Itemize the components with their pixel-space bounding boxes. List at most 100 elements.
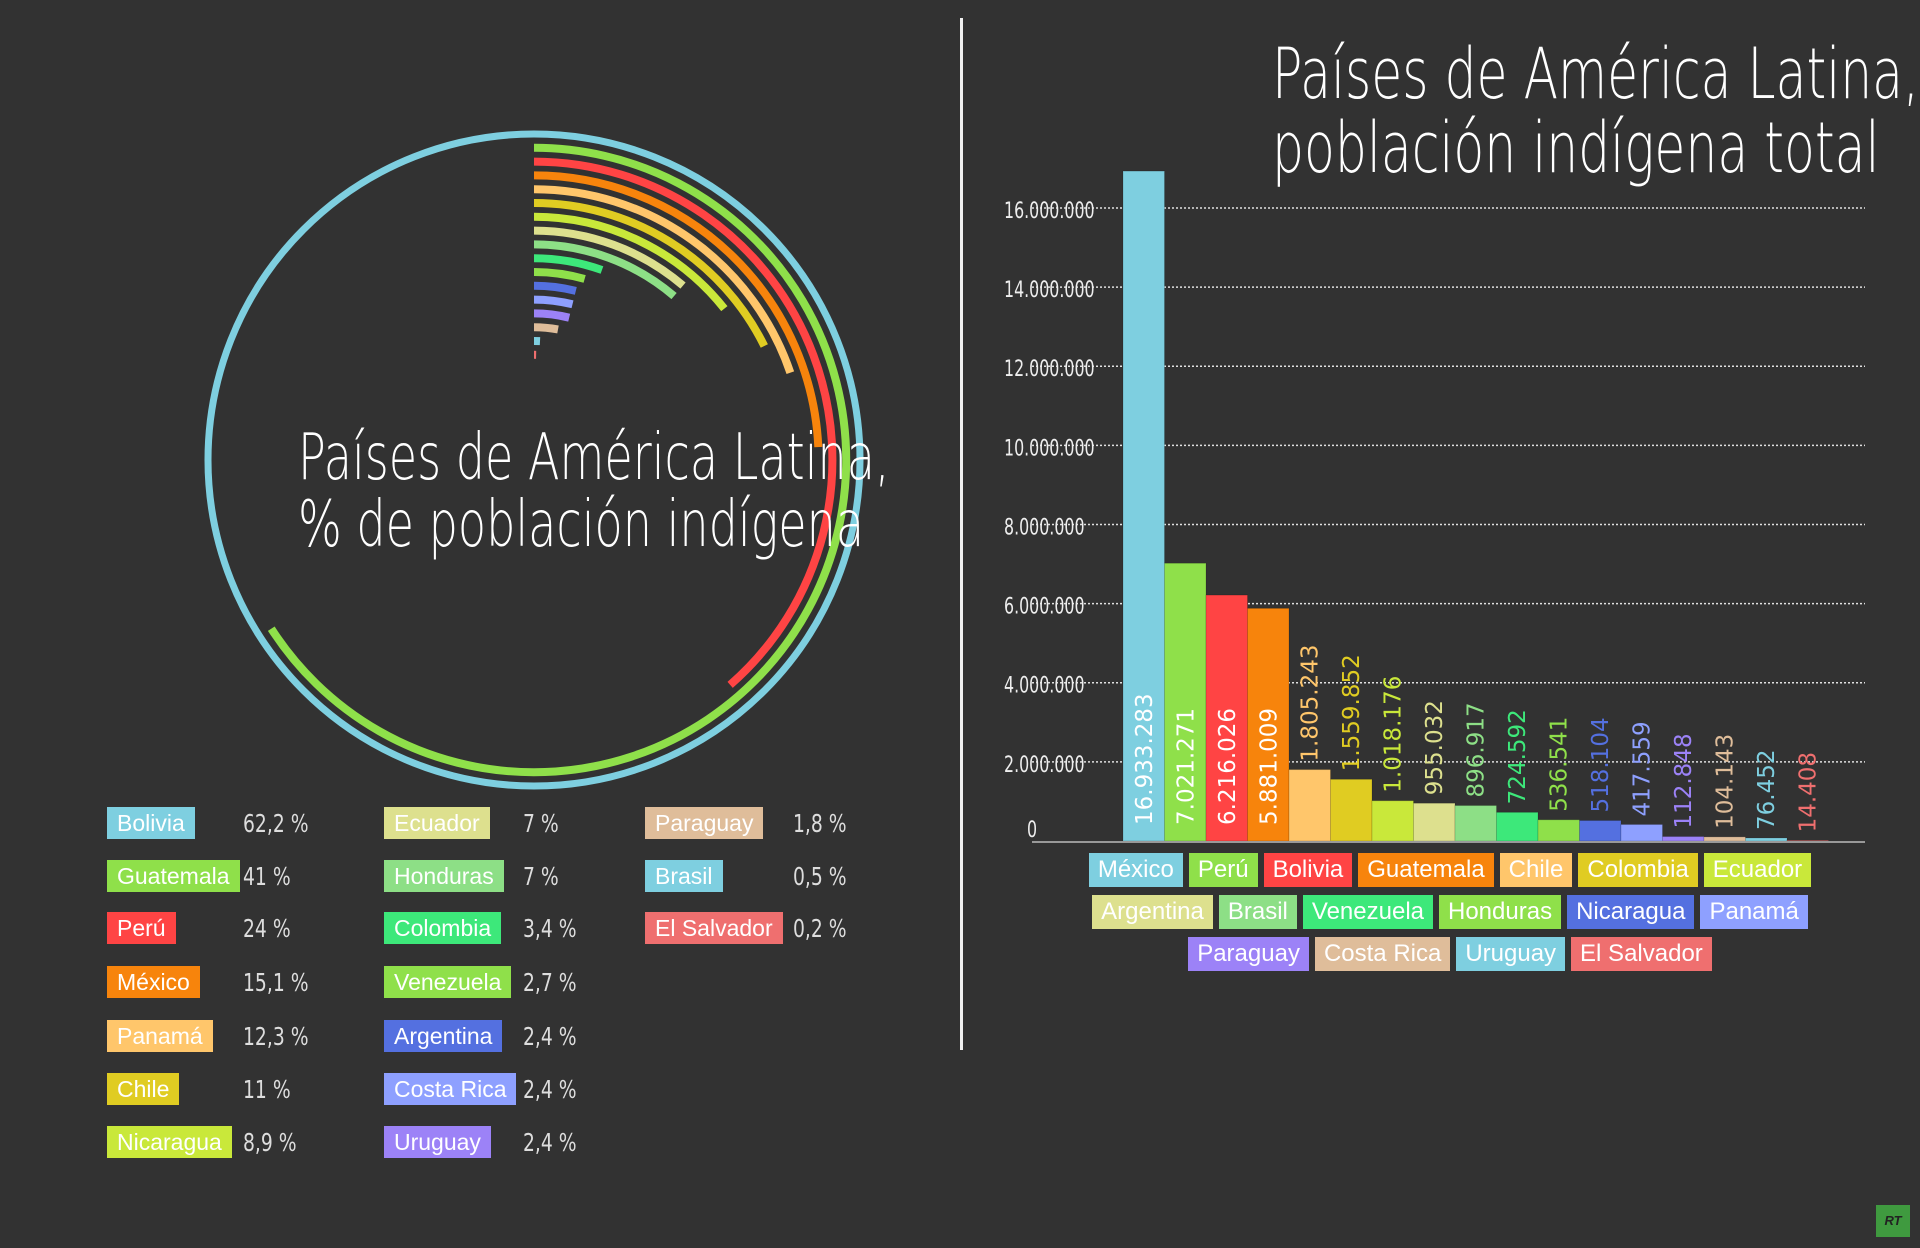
legend-value: 12,3 %: [243, 1022, 309, 1051]
legend-label: Brasil: [1218, 895, 1297, 929]
bar-15: [1745, 837, 1788, 842]
radial-arc-3: [533, 171, 823, 448]
bar-1: [1164, 562, 1207, 842]
bar-legend-row: México Perú Bolivia Guatemala Chile Colombia E…: [1080, 853, 1820, 887]
legend-label: México: [1088, 853, 1183, 887]
legend-label: Nicaragua: [1567, 895, 1695, 929]
radial-arc-14: [533, 323, 559, 334]
bar-0: [1122, 170, 1165, 842]
radial-ring-0: [204, 130, 864, 790]
legend-label: Perú: [1188, 853, 1258, 887]
legend-label: Argentina: [1092, 895, 1213, 929]
y-tick-label: 4.000.000: [1004, 672, 1085, 698]
legend-value: 7 %: [523, 809, 559, 838]
bar-legend-row: Argentina Brasil Venezuela Honduras Nicaragu…: [1080, 895, 1820, 929]
radial-legend-item: Bolivia: [107, 807, 195, 839]
bar-value-label: 7.021.271: [1173, 708, 1199, 825]
radial-legend-item: Uruguay: [384, 1126, 491, 1158]
radial-arc-12: [533, 295, 574, 309]
legend-value: 62,2 %: [243, 809, 309, 838]
bar-legend-row: Paraguay Costa Rica Uruguay El Salvador: [1080, 937, 1820, 971]
bar-11: [1579, 820, 1622, 842]
legend-label: Honduras: [1439, 895, 1562, 929]
radial-legend-item: Nicaragua: [107, 1126, 232, 1158]
legend-label: México: [107, 966, 200, 998]
radial-legend-item: Guatemala: [107, 860, 240, 892]
y-tick-label: 16.000.000: [1004, 197, 1095, 223]
radial-legend-item: Argentina: [384, 1020, 503, 1052]
radial-legend-item: Ecuador: [384, 807, 490, 839]
legend-value: 8,9 %: [243, 1128, 297, 1157]
legend-label: Colombia: [384, 912, 502, 944]
legend-label: El Salvador: [645, 912, 783, 944]
legend-value: 0,5 %: [793, 862, 847, 891]
legend-label: Ecuador: [1703, 853, 1812, 887]
radial-legend-item: Paraguay: [645, 807, 764, 839]
radial-arc-2: [533, 157, 837, 688]
bar-value-label: 5.881.009: [1256, 708, 1282, 825]
radial-arc-7: [533, 226, 686, 289]
radial-chart-title: Países de América Latina, % de población…: [298, 421, 890, 563]
radial-arc-13: [533, 309, 571, 322]
legend-label: Paraguay: [1188, 937, 1309, 971]
bar-value-label: 417.559: [1630, 721, 1656, 816]
legend-value: 0,2 %: [793, 914, 847, 943]
y-tick-label: 6.000.000: [1004, 593, 1085, 619]
bar-title-line-2: población indígena total: [1272, 106, 1880, 189]
radial-legend-item: Brasil: [645, 860, 723, 892]
radial-arc-6: [533, 212, 728, 312]
legend-value: 2,4 %: [523, 1022, 577, 1051]
legend-value: 1,8 %: [793, 809, 847, 838]
legend-label: Venezuela: [1302, 895, 1433, 929]
legend-label: Guatemala: [107, 860, 240, 892]
bar-value-label: 724.592: [1505, 709, 1531, 804]
y-tick-label: 2.000.000: [1004, 751, 1085, 777]
legend-label: Honduras: [384, 860, 504, 892]
legend-value: 41 %: [243, 862, 291, 891]
y-tick-label: 14.000.000: [1004, 276, 1095, 302]
bar-value-label: 14.408: [1796, 752, 1822, 832]
legend-label: Costa Rica: [1314, 937, 1451, 971]
bar-6: [1371, 800, 1414, 842]
legend-value: 2,4 %: [523, 1075, 577, 1104]
radial-title-line-2: % de población indígena: [298, 488, 865, 563]
legend-label: Panamá: [107, 1020, 213, 1052]
bar-value-label: 955.032: [1422, 700, 1448, 795]
bar-5: [1330, 778, 1373, 842]
legend-label: Uruguay: [1456, 937, 1566, 971]
bar-8: [1454, 805, 1497, 842]
legend-label: Guatemala: [1358, 853, 1494, 887]
radial-arc-11: [533, 281, 577, 295]
radial-title-line-1: Países de América Latina,: [298, 421, 890, 495]
legend-value: 24 %: [243, 914, 291, 943]
bar-value-label: 1.018.176: [1381, 676, 1407, 793]
bar-value-label: 1.805.243: [1298, 645, 1324, 762]
y-tick-label: 10.000.000: [1004, 435, 1095, 461]
legend-label: Brasil: [645, 860, 723, 892]
y-tick-label: 12.000.000: [1004, 356, 1095, 382]
legend-value: 2,7 %: [523, 968, 577, 997]
rt-logo: RT: [1876, 1205, 1910, 1237]
radial-arc-1: [267, 143, 851, 777]
bar-10: [1537, 819, 1580, 842]
radial-arc-10: [533, 268, 586, 283]
bar-13: [1662, 836, 1705, 842]
bar-value-label: 112.848: [1671, 733, 1697, 828]
bar-4: [1288, 769, 1331, 842]
legend-label: Bolivia: [1263, 853, 1353, 887]
legend-label: Perú: [107, 912, 176, 944]
legend-label: Uruguay: [384, 1126, 491, 1158]
bar-2: [1205, 594, 1248, 842]
bar-9: [1496, 811, 1539, 842]
legend-label: Chile: [1499, 853, 1573, 887]
divider: [960, 18, 963, 1050]
bar-value-label: 16.933.283: [1132, 693, 1158, 825]
legend-value: 2,4 %: [523, 1128, 577, 1157]
bar-title-line-1: Países de América Latina,: [1272, 33, 1920, 115]
legend-label: Chile: [107, 1073, 180, 1105]
bar-7: [1413, 802, 1456, 842]
radial-legend-item: Venezuela: [384, 966, 512, 998]
radial-legend-item: Colombia: [384, 912, 502, 944]
legend-label: Bolivia: [107, 807, 195, 839]
legend-value: 7 %: [523, 862, 559, 891]
